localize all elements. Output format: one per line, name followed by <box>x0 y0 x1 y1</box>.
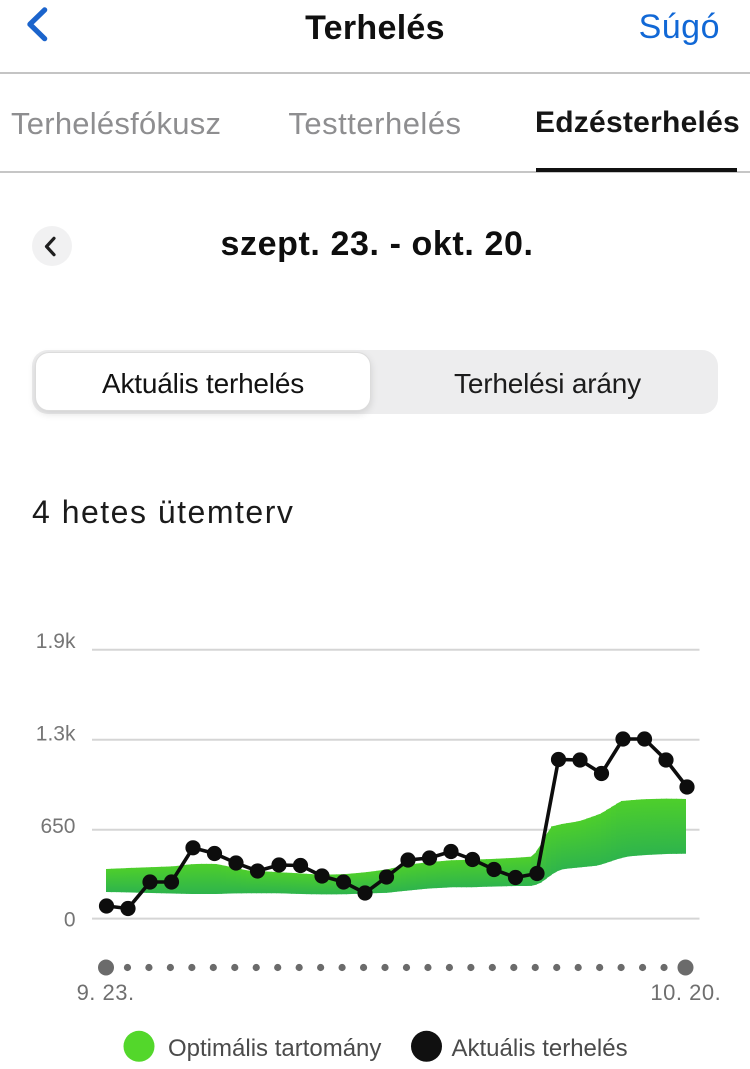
svg-text:1.9k: 1.9k <box>36 630 76 653</box>
svg-text:Optimális tartomány: Optimális tartomány <box>168 1035 381 1062</box>
svg-text:650: 650 <box>40 815 75 838</box>
svg-text:9. 23.: 9. 23. <box>77 980 135 1005</box>
svg-text:1.3k: 1.3k <box>36 723 76 746</box>
svg-text:0: 0 <box>64 909 76 932</box>
svg-text:10. 20.: 10. 20. <box>650 980 721 1005</box>
svg-text:Aktuális terhelés: Aktuális terhelés <box>452 1035 628 1062</box>
